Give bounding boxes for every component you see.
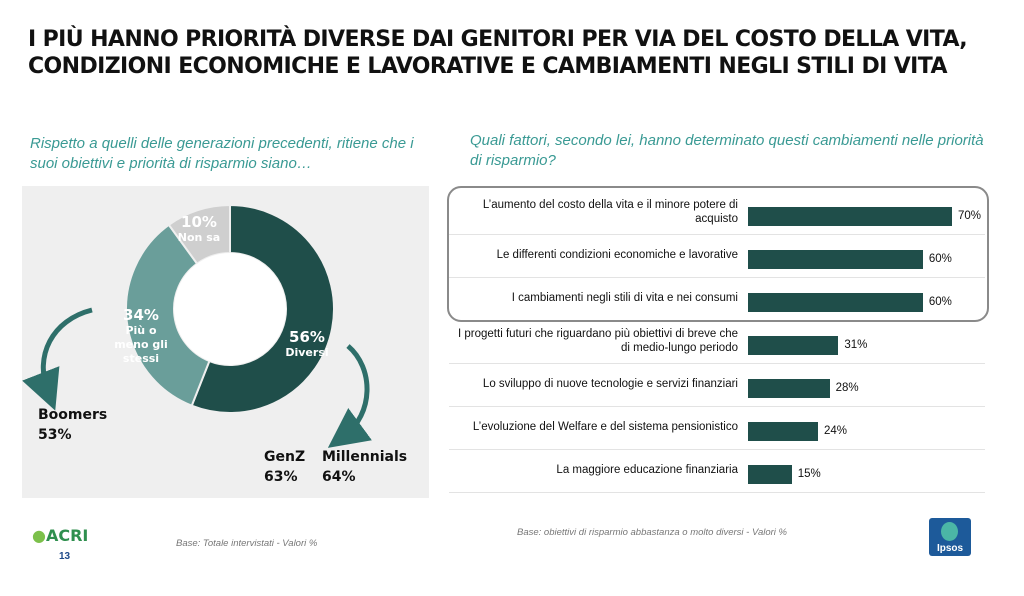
highlight-frame [447, 186, 989, 322]
bar-category-label: Lo sviluppo di nuove tecnologie e serviz… [482, 378, 738, 390]
bar-chart: L’aumento del costo della vita e il mino… [449, 190, 985, 493]
bar-row: Le differenti condizioni economiche e la… [449, 233, 985, 278]
bar-category-label: La maggiore educazione finanziaria [556, 464, 738, 476]
genz-name: GenZ [264, 449, 306, 465]
genz-annotation: GenZ 63% [264, 447, 305, 487]
footnote-right: Base: obiettivi di risparmio abbastanza … [517, 527, 787, 538]
title-line-1: I più hanno priorità diverse dai genitor… [28, 27, 968, 52]
bar [748, 465, 792, 484]
footnote-left: Base: Totale intervistati - Valori % [176, 538, 318, 549]
slice-value-diversi: 56% [289, 328, 325, 346]
bar-category-label: Le differenti condizioni economiche e la… [496, 249, 738, 261]
boomers-value: 53% [38, 427, 72, 443]
bar [748, 207, 952, 226]
slice-label-stessi: 34% Più o meno gli stessi [110, 306, 172, 366]
slice-value-stessi: 34% [123, 306, 159, 324]
bar-value-label: 60% [928, 253, 952, 265]
bar-category-label: I progetti futuri che riguardano più obi… [458, 328, 738, 354]
donut-chart [22, 203, 372, 448]
donut-hole [174, 253, 286, 365]
bar-value-label: 15% [797, 468, 821, 480]
page-number: 13 [59, 551, 71, 562]
millennials-annotation: Millennials 64% [322, 447, 407, 487]
boomers-annotation: Boomers 53% [38, 405, 107, 445]
millennials-value: 64% [322, 469, 356, 485]
bar-row: I progetti futuri che riguardano più obi… [449, 319, 985, 364]
millennials-name: Millennials [322, 449, 408, 465]
page-title: I più hanno priorità diverse dai genitor… [28, 26, 1008, 80]
right-question: Quali fattori, secondo lei, hanno determ… [470, 132, 984, 169]
acri-logo-mark-icon: ● [32, 526, 46, 545]
bar [748, 250, 923, 269]
donut-panel: 56% Diversi 34% Più o meno gli stessi 10… [22, 186, 429, 498]
bar [748, 379, 830, 398]
bar-row: I cambiamenti negli stili di vita e nei … [449, 276, 985, 320]
boomers-arrow [22, 307, 93, 411]
bar-row: Lo sviluppo di nuove tecnologie e serviz… [449, 362, 985, 407]
bar [748, 422, 818, 441]
genz-value: 63% [264, 469, 298, 485]
bar-row: L’evoluzione del Welfare e del sistema p… [449, 405, 985, 450]
bar [748, 293, 923, 312]
bar-category-label: L’evoluzione del Welfare e del sistema p… [472, 421, 738, 433]
ipsos-logo-text: Ipsos [936, 543, 964, 554]
slice-label-nonsa: 10% Non sa [174, 213, 224, 245]
slice-name-nonsa: Non sa [177, 231, 221, 244]
bar-value-label: 24% [823, 425, 847, 437]
bar-value-label: 31% [844, 339, 868, 351]
bar-category-label: L’aumento del costo della vita e il mino… [482, 199, 738, 225]
slice-label-diversi: 56% Diversi [272, 328, 342, 360]
bar-row: La maggiore educazione finanziaria 15% [449, 448, 985, 493]
bar [748, 336, 839, 355]
boomers-name: Boomers [38, 407, 108, 423]
slice-value-nonsa: 10% [181, 213, 217, 231]
title-line-2: condizioni economiche e lavorative e cam… [28, 54, 947, 79]
slice-name-diversi: Diversi [285, 346, 329, 359]
acri-logo: ●ACRI [32, 526, 88, 545]
bar-category-label: I cambiamenti negli stili di vita e nei … [511, 292, 738, 304]
slice-name-stessi: Più o meno gli stessi [114, 324, 168, 365]
ipsos-logo-mark-icon [941, 522, 958, 541]
acri-logo-text: ACRI [45, 526, 89, 545]
left-question: Rispetto a quelli delle generazioni prec… [30, 135, 414, 172]
bar-value-label: 28% [835, 382, 859, 394]
bar-value-label: 60% [928, 296, 952, 308]
bar-row: L’aumento del costo della vita e il mino… [449, 190, 985, 235]
millennials-arrow [327, 344, 372, 448]
ipsos-logo: Ipsos [929, 518, 971, 556]
bar-value-label: 70% [958, 210, 982, 222]
